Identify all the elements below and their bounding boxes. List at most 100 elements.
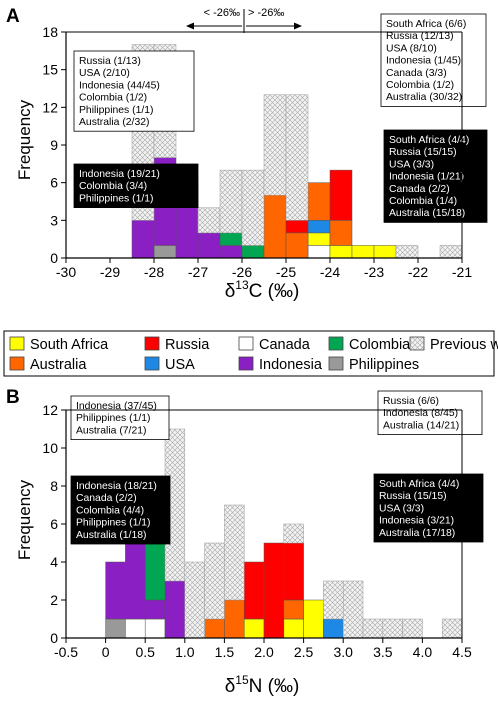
count-line: USA (2/10) — [79, 68, 130, 79]
bar-canada — [125, 618, 146, 639]
x-tick-label: -22 — [408, 264, 428, 280]
count-line: USA (3/3) — [379, 503, 424, 514]
bar-usa — [307, 220, 331, 234]
count-line: Australia (7/21) — [76, 425, 146, 436]
legend-item-previous-work: Previous work — [409, 336, 498, 353]
count-line: Russia (15/15) — [379, 491, 447, 502]
count-line: Indonesia (3/21) — [379, 516, 454, 527]
black-count-box: Indonesia (19/21)Colombia (3/4)Philippin… — [73, 163, 199, 208]
x-tick-label: -26 — [232, 264, 252, 280]
bar-south-africa — [351, 245, 375, 259]
count-line: Indonesia (18/21) — [76, 481, 157, 492]
axes: -30 -29 -28 -27 -26 -25 -24 -23 -22 -21 0 3 6 9 12 15 18 — [42, 24, 472, 280]
y-axis-label: Frequency — [15, 99, 34, 180]
count-line: Indonesia (44/45) — [79, 80, 160, 91]
threshold-right-label: > -26‰ — [248, 7, 284, 19]
legend: South Africa Russia Canada Colombia Previous… — [3, 330, 498, 377]
legend-swatch — [328, 356, 344, 371]
bar-previous-work — [224, 504, 245, 601]
legend-item-colombia: Colombia — [328, 336, 411, 353]
count-line: Indonesia (19/21) — [79, 169, 160, 180]
legend-label: Russia — [165, 337, 210, 353]
count-line: Canada (2/2) — [76, 493, 137, 504]
legend-swatch — [238, 356, 254, 371]
bar-south-africa — [243, 618, 265, 639]
count-line: Colombia (1/2) — [386, 80, 454, 91]
count-line: Indonesia (1/21) — [389, 172, 464, 183]
y-tick-label: 3 — [50, 212, 58, 228]
x-tick-label: 2.5 — [294, 644, 314, 660]
bar-russia — [283, 542, 304, 601]
bar-australia — [204, 618, 225, 639]
legend-label: Indonesia — [259, 357, 323, 373]
legend-label: Canada — [259, 337, 311, 353]
legend-item-canada: Canada — [238, 336, 311, 353]
bar-indonesia — [105, 561, 126, 620]
bar-philippines — [153, 245, 177, 259]
legend-label: USA — [165, 357, 195, 373]
bar-russia — [263, 542, 285, 639]
count-line: Australia (15/18) — [389, 208, 465, 219]
bar-australia — [283, 599, 304, 620]
y-tick-label: 12 — [42, 402, 58, 418]
x-tick-label: 4.0 — [413, 644, 433, 660]
x-tick-label: -24 — [320, 264, 340, 280]
count-line: Australia (14/21) — [383, 420, 459, 431]
y-tick-label: 6 — [50, 516, 58, 532]
bar-previous-work — [204, 542, 225, 620]
black-count-box: Indonesia (18/21)Canada (2/2)Colombia (4… — [70, 475, 171, 545]
y-tick-label: 2 — [50, 592, 58, 608]
legend-swatch — [409, 336, 425, 351]
legend-swatch — [144, 336, 160, 351]
bar-previous-work — [263, 94, 287, 196]
bar-previous-work — [395, 245, 419, 259]
panel-label: B — [6, 387, 20, 408]
y-tick-label: 10 — [42, 440, 58, 456]
annotation-boxes: Russia (1/13)USA (2/10)Indonesia (44/45)… — [73, 13, 488, 223]
panel-label: A — [6, 6, 20, 27]
legend-label: Previous work — [430, 337, 498, 353]
y-tick-label: 8 — [50, 478, 58, 494]
count-line: South Africa (4/4) — [389, 135, 469, 146]
count-line: Russia (1/13) — [79, 56, 141, 67]
bar-indonesia — [144, 599, 166, 620]
y-tick-label: 18 — [42, 24, 58, 40]
legend-label: Philippines — [349, 357, 419, 373]
count-line: Australia (1/18) — [76, 530, 146, 541]
bar-indonesia — [197, 232, 221, 259]
legend-item-philippines: Philippines — [328, 356, 419, 373]
bar-colombia — [219, 232, 243, 246]
bar-russia — [285, 220, 309, 234]
black-count-box: South Africa (4/4)Russia (15/15)USA (3/3… — [383, 129, 488, 223]
count-line: Australia (2/32) — [79, 117, 149, 128]
panel-a: A Frequency δ13C (‰) Russia (1/13)USA (2… — [6, 6, 488, 302]
legend-label: Australia — [30, 357, 87, 373]
bar-south-africa — [329, 245, 353, 259]
legend-item-australia: Australia — [9, 356, 87, 373]
count-line: South Africa (6/6) — [386, 19, 466, 30]
bar-previous-work — [382, 618, 403, 639]
y-tick-label: 6 — [50, 175, 58, 191]
x-tick-label: -30 — [56, 264, 76, 280]
count-line: Colombia (3/4) — [79, 181, 147, 192]
bar-philippines — [105, 618, 126, 639]
x-tick-label: -28 — [144, 264, 164, 280]
white-count-box: South Africa (6/6)Russia (12/13)USA (8/1… — [380, 13, 487, 107]
bar-australia — [329, 220, 353, 246]
count-line: USA (3/3) — [389, 159, 434, 170]
x-tick-label: 3.5 — [373, 644, 393, 660]
count-line: South Africa (4/4) — [379, 479, 459, 490]
legend-label: Colombia — [349, 337, 411, 353]
y-axis-label: Frequency — [15, 479, 34, 560]
bar-australia — [263, 194, 287, 259]
count-line: Australia (30/32) — [386, 92, 462, 103]
bar-previous-work — [441, 618, 463, 639]
legend-swatch — [9, 356, 25, 371]
bar-previous-work — [241, 169, 265, 246]
bar-canada — [144, 618, 166, 639]
y-tick-label: 12 — [42, 99, 58, 115]
x-tick-label: -27 — [188, 264, 208, 280]
count-line: Philippines (1/1) — [76, 413, 151, 424]
count-line: Colombia (1/4) — [389, 196, 457, 207]
